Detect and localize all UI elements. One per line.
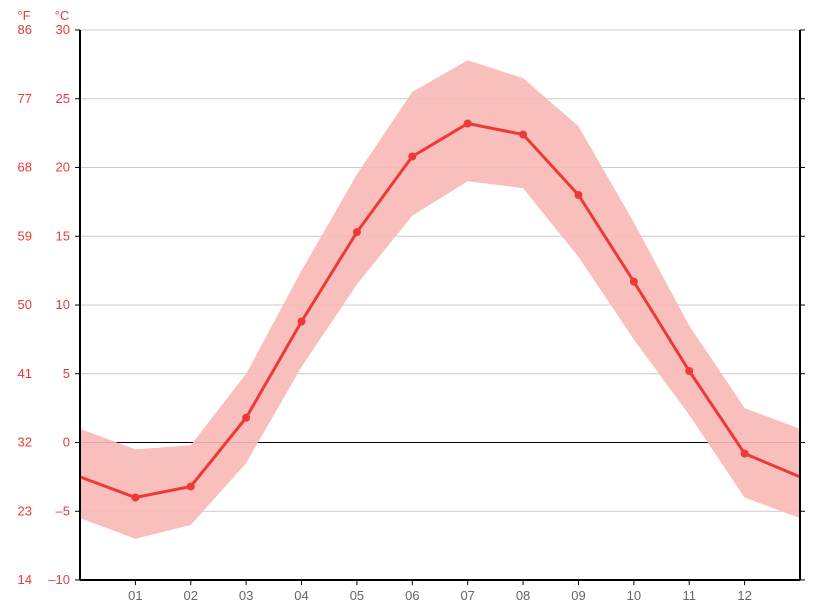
y-tick-celsius: 0 xyxy=(63,435,70,450)
y-tick-fahrenheit: 86 xyxy=(18,22,32,37)
y-tick-fahrenheit: 50 xyxy=(18,297,32,312)
x-tick-month: 08 xyxy=(516,588,530,603)
temperature-point xyxy=(353,228,361,236)
x-tick-month: 05 xyxy=(350,588,364,603)
temperature-point xyxy=(519,131,527,139)
temperature-point xyxy=(741,450,749,458)
y-tick-celsius: 10 xyxy=(56,297,70,312)
y-tick-celsius: –5 xyxy=(56,503,70,518)
x-tick-month: 12 xyxy=(737,588,751,603)
temperature-point xyxy=(131,494,139,502)
y-tick-fahrenheit: 41 xyxy=(18,366,32,381)
y-tick-celsius: 15 xyxy=(56,228,70,243)
chart-svg: –10 14 –5 23 0 32 5 41 10 50 15 59 20 68 25 77 30 86°F °C 0… xyxy=(0,0,815,611)
y-tick-celsius: 20 xyxy=(56,160,70,175)
temperature-point xyxy=(464,120,472,128)
y-tick-celsius: 30 xyxy=(56,22,70,37)
x-tick-month: 03 xyxy=(239,588,253,603)
y-tick-celsius: 5 xyxy=(63,366,70,381)
x-tick-month: 09 xyxy=(571,588,585,603)
y-tick-fahrenheit: 23 xyxy=(18,503,32,518)
fahrenheit-unit-label: °F xyxy=(17,8,30,23)
celsius-unit-label: °C xyxy=(55,8,70,23)
x-tick-month: 01 xyxy=(128,588,142,603)
x-tick-month: 02 xyxy=(184,588,198,603)
x-tick-month: 07 xyxy=(460,588,474,603)
y-tick-fahrenheit: 32 xyxy=(18,435,32,450)
x-tick-month: 11 xyxy=(682,588,696,603)
temperature-point xyxy=(630,278,638,286)
temperature-band xyxy=(80,60,800,539)
temperature-chart: –10 14 –5 23 0 32 5 41 10 50 15 59 20 68 25 77 30 86°F °C 0… xyxy=(0,0,815,611)
temperature-point xyxy=(298,318,306,326)
temperature-point xyxy=(242,414,250,422)
temperature-point xyxy=(408,153,416,161)
y-tick-celsius: 25 xyxy=(56,91,70,106)
x-tick-month: 06 xyxy=(405,588,419,603)
x-tick-month: 10 xyxy=(627,588,641,603)
y-tick-fahrenheit: 14 xyxy=(18,572,32,587)
temperature-point xyxy=(187,483,195,491)
y-tick-fahrenheit: 68 xyxy=(18,160,32,175)
y-tick-fahrenheit: 77 xyxy=(18,91,32,106)
temperature-point xyxy=(685,367,693,375)
temperature-point xyxy=(574,191,582,199)
x-tick-month: 04 xyxy=(294,588,308,603)
y-tick-celsius: –10 xyxy=(48,572,70,587)
y-tick-fahrenheit: 59 xyxy=(18,228,32,243)
